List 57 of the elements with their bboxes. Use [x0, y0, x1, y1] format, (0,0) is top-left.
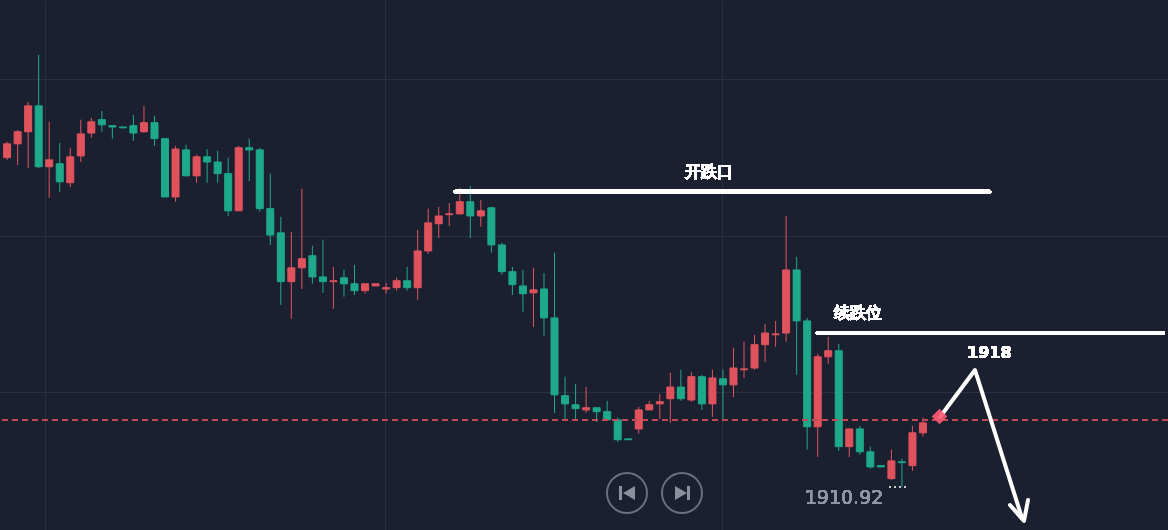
candlestick	[687, 371, 696, 403]
candlestick	[213, 150, 222, 184]
candlestick	[866, 446, 875, 470]
candlestick	[329, 266, 338, 310]
candlestick	[45, 121, 54, 199]
candlestick	[845, 428, 854, 458]
candlestick	[887, 449, 896, 481]
candlestick	[729, 347, 738, 398]
candlestick	[824, 336, 833, 365]
ref-line-label: 续跌位	[832, 303, 882, 323]
candlestick	[771, 320, 780, 348]
candlestick	[561, 376, 570, 421]
candlestick	[339, 269, 348, 298]
candlestick	[518, 269, 527, 313]
text: 1918	[967, 342, 1012, 362]
candlestick	[508, 266, 517, 296]
ref-line-label: 开跌口	[684, 161, 734, 181]
candlestick	[718, 369, 727, 421]
candlestick	[634, 406, 643, 435]
candlestick	[529, 267, 538, 328]
candlestick	[192, 154, 201, 184]
candlestick	[150, 115, 159, 147]
candlestick	[403, 266, 412, 292]
candlestick	[129, 114, 138, 142]
candlestick	[466, 185, 475, 239]
candlestick	[382, 282, 391, 295]
candlestick	[297, 188, 306, 290]
annotation: 1910.92	[804, 485, 884, 508]
candlestick	[434, 206, 443, 239]
candlestick	[3, 141, 12, 161]
candlestick	[897, 458, 906, 488]
candlestick	[245, 138, 254, 182]
candlestick	[918, 417, 927, 438]
candlestick	[855, 425, 864, 456]
candlestick	[582, 386, 591, 414]
candlestick	[740, 341, 749, 379]
candlestick	[455, 187, 464, 216]
candlestick	[308, 245, 317, 285]
candlestick	[97, 110, 106, 133]
candlestick	[571, 383, 580, 420]
candlestick	[761, 323, 770, 363]
candlestick	[55, 142, 64, 193]
candlestick	[287, 231, 296, 320]
candlestick	[139, 105, 148, 134]
candlestick	[445, 202, 454, 227]
candlestick	[613, 417, 622, 443]
candlestick	[750, 334, 759, 371]
candlestick	[87, 117, 96, 139]
candlestick	[13, 129, 22, 166]
candlestick	[76, 119, 85, 163]
candlestick	[350, 264, 359, 296]
candlestick	[655, 393, 664, 420]
candlestick	[676, 369, 685, 402]
candlestick	[476, 199, 485, 228]
candlestick	[318, 239, 327, 294]
candlestick	[666, 372, 675, 424]
candlestick	[203, 148, 212, 184]
